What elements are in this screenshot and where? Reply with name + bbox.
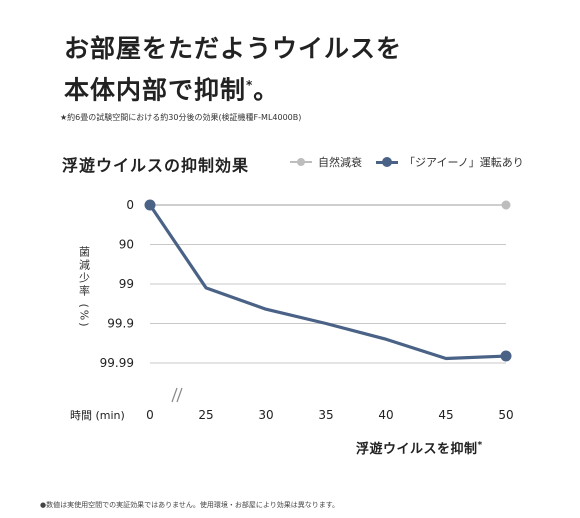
bottom-caption-asterisk: * (477, 440, 483, 451)
x-tick-label: 25 (198, 408, 213, 422)
x-tick-label: 35 (318, 408, 333, 422)
y-tick-label: 0 (126, 198, 134, 212)
headline: お部屋をただようウイルスを 本体内部で抑制*。 (64, 30, 402, 108)
test-condition-note: ★約6畳の試験空間における約30分後の効果(検証機種F-ML4000B) (60, 113, 302, 122)
x-axis-label: 時間 (min) (70, 409, 125, 422)
series-line-1 (148, 203, 508, 361)
bottom-caption-text: 浮遊ウイルスを抑制 (356, 442, 478, 457)
headline-line-2-text: 本体内部で抑制 (64, 75, 247, 105)
x-axis-break-marker (171, 387, 183, 403)
chart-legend: 自然減衰 「ジアイーノ」運転あり (290, 154, 524, 170)
y-tick-label: 99.99 (100, 356, 134, 370)
legend-swatch-natural (290, 157, 312, 167)
headline-period: 。 (253, 75, 280, 105)
x-tick-label: 40 (378, 408, 393, 422)
x-tick-label: 30 (258, 408, 273, 422)
legend-swatch-ziaino (376, 157, 398, 167)
headline-asterisk: * (246, 78, 254, 92)
legend-item-ziaino: 「ジアイーノ」運転あり (376, 154, 524, 170)
chart-title: 浮遊ウイルスの抑制効果 (62, 156, 250, 175)
series-0-point-end (501, 200, 511, 210)
bottom-caption: 浮遊ウイルスを抑制* (356, 438, 483, 457)
series-1-point-end (500, 350, 512, 362)
x-tick-label: 45 (438, 408, 453, 422)
y-tick-label: 99 (119, 277, 134, 291)
x-tick-label: 50 (498, 408, 513, 422)
headline-line-2: 本体内部で抑制*。 (64, 67, 402, 108)
y-tick-label: 90 (119, 238, 134, 252)
disclaimer-note: ●数値は実使用空間での実証効果ではありません。使用環境・お部屋により効果は異なり… (40, 501, 340, 509)
y-tick-label: 99.9 (107, 317, 134, 331)
legend-label-ziaino: 「ジアイーノ」運転あり (404, 156, 524, 169)
x-tick-label: 0 (146, 408, 154, 422)
headline-line-1: お部屋をただようウイルスを (64, 34, 403, 63)
series-1-point-start (144, 199, 156, 211)
legend-label-natural: 自然減衰 (318, 156, 362, 169)
y-axis-label: 菌減少率 (%) (78, 246, 91, 329)
legend-item-natural: 自然減衰 (290, 154, 362, 170)
